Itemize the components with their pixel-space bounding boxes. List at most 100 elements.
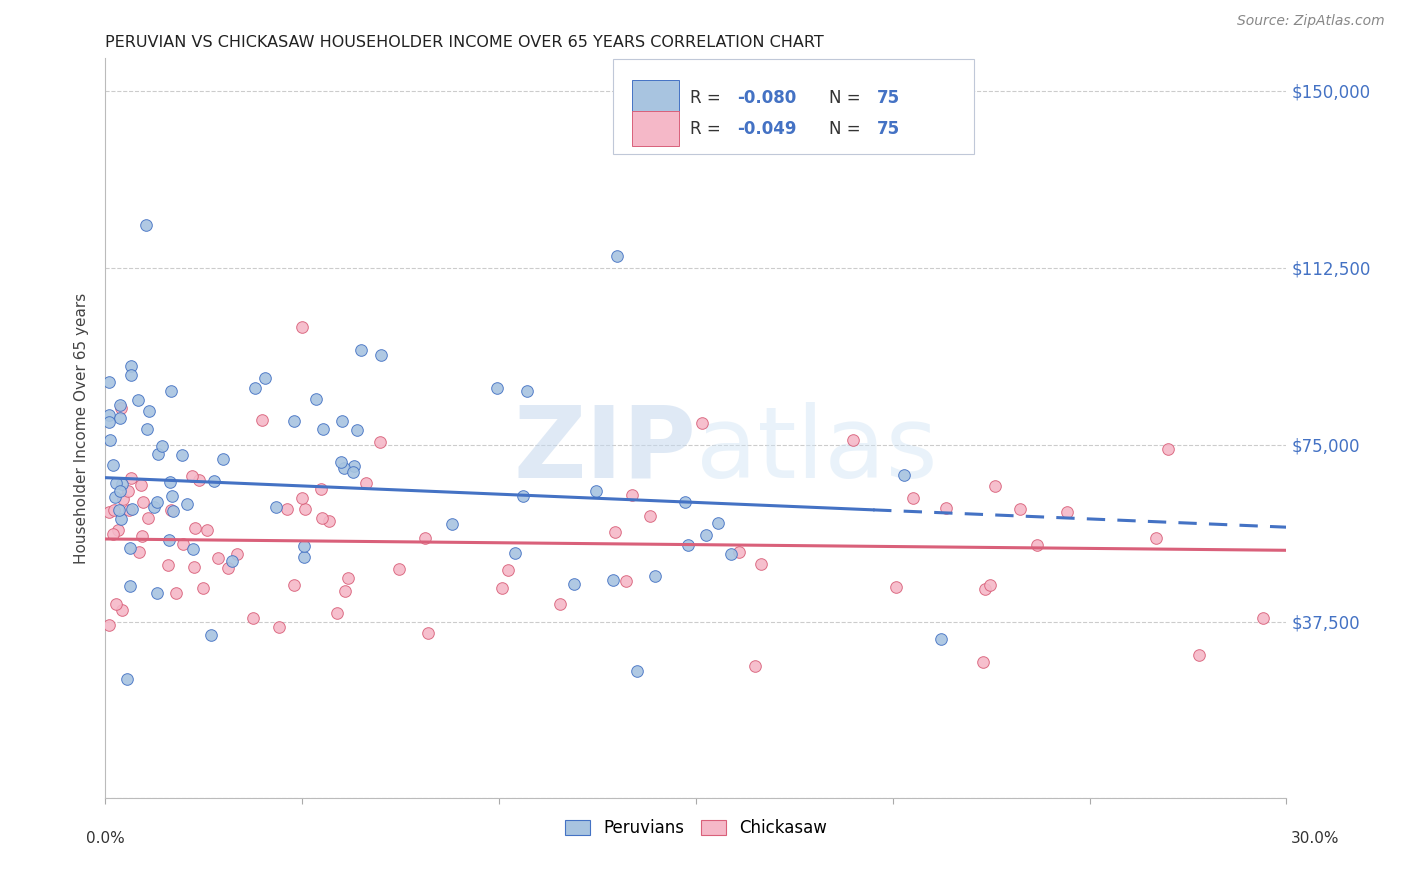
Point (110, 401, 132, 416)
Point (172, 537, 194, 551)
Point (690, 417, 713, 431)
Point (606, 249, 628, 263)
Text: -0.049: -0.049 (737, 120, 797, 137)
Point (548, 597, 571, 611)
Point (336, 571, 359, 585)
Point (108, 398, 131, 412)
Point (516, 384, 538, 398)
Point (644, 568, 666, 582)
Point (150, 439, 173, 453)
Point (131, 478, 153, 492)
Point (131, 529, 153, 543)
Point (388, 562, 411, 576)
Text: 75: 75 (877, 120, 900, 137)
Point (972, 655, 994, 669)
Point (1144, 532, 1167, 546)
Point (276, 502, 298, 516)
Point (195, 523, 218, 537)
Point (929, 632, 952, 646)
Point (368, 434, 391, 449)
Point (333, 461, 356, 475)
Text: N =: N = (830, 120, 866, 137)
Text: 30.0%: 30.0% (1291, 831, 1339, 846)
Point (673, 494, 696, 508)
Point (294, 501, 316, 516)
Text: 0.0%: 0.0% (86, 831, 125, 846)
Point (111, 477, 134, 491)
Point (183, 560, 205, 574)
Point (111, 602, 134, 616)
Text: N =: N = (830, 89, 866, 107)
Point (193, 581, 215, 595)
Point (901, 491, 924, 506)
Point (512, 489, 534, 503)
Point (704, 131, 727, 145)
Point (728, 544, 751, 558)
Point (121, 501, 143, 516)
Point (343, 458, 366, 473)
Point (159, 384, 181, 399)
Point (330, 455, 353, 469)
Point (98, 617, 121, 632)
Point (146, 447, 169, 461)
Point (638, 508, 661, 523)
Point (127, 393, 149, 408)
Y-axis label: Householder Income Over 65 years: Householder Income Over 65 years (75, 293, 90, 564)
Point (110, 511, 132, 525)
Point (498, 563, 520, 577)
Point (707, 516, 730, 530)
Point (103, 503, 125, 517)
Point (305, 392, 328, 406)
Text: R =: R = (690, 120, 725, 137)
Point (120, 359, 142, 373)
Point (98, 375, 121, 389)
Point (217, 560, 239, 574)
Point (1008, 502, 1031, 516)
Point (585, 483, 607, 498)
Point (108, 483, 131, 498)
Point (330, 414, 353, 428)
Point (117, 483, 139, 498)
Point (221, 554, 243, 568)
Point (491, 581, 513, 595)
Point (1056, 505, 1078, 519)
Point (98, 415, 121, 429)
Point (207, 550, 229, 565)
Point (204, 474, 226, 488)
Point (842, 433, 865, 447)
Point (311, 511, 333, 525)
Point (333, 584, 356, 599)
Point (243, 381, 266, 395)
Point (120, 471, 142, 485)
Point (486, 381, 509, 395)
Point (1188, 648, 1211, 662)
Point (157, 533, 180, 547)
Point (283, 577, 305, 591)
FancyBboxPatch shape (613, 60, 973, 154)
Point (744, 659, 766, 673)
Point (136, 510, 159, 524)
Point (135, 218, 157, 232)
Point (413, 532, 436, 546)
Point (264, 500, 287, 514)
Point (620, 488, 643, 502)
FancyBboxPatch shape (633, 80, 679, 116)
Point (312, 422, 335, 436)
Point (98, 433, 121, 447)
Point (614, 574, 637, 588)
Point (187, 473, 209, 487)
Point (104, 491, 127, 505)
Point (342, 465, 364, 479)
Text: 75: 75 (877, 89, 900, 107)
FancyBboxPatch shape (633, 111, 679, 146)
Point (979, 578, 1001, 592)
Point (101, 527, 124, 541)
Point (267, 619, 290, 633)
Point (181, 542, 204, 557)
Point (115, 672, 138, 686)
Point (211, 451, 233, 466)
Point (695, 528, 717, 542)
Text: Source: ZipAtlas.com: Source: ZipAtlas.com (1237, 14, 1385, 28)
Point (98, 408, 121, 422)
Point (354, 476, 377, 491)
